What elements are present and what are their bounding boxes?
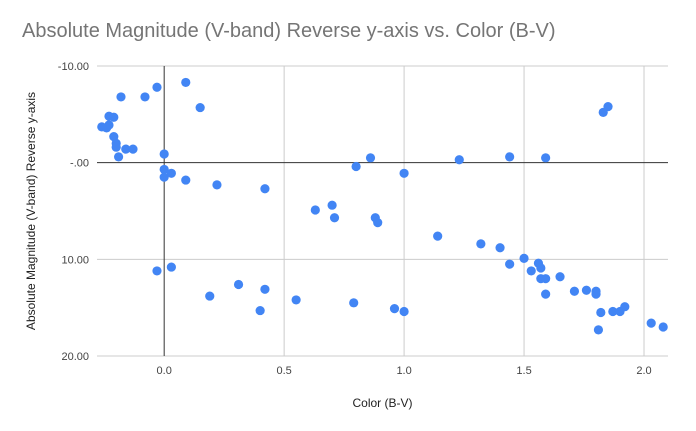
data-point [181,175,191,185]
x-tick-label: 0.5 [276,365,291,377]
data-point [113,152,124,162]
data-point [291,295,301,305]
y-tick-label: 10.00 [61,254,89,266]
data-point [310,205,320,215]
chart-title: Absolute Magnitude (V-band) Reverse y-ax… [22,20,556,42]
data-point [646,318,656,328]
data-point [591,289,601,299]
data-point [195,102,205,113]
data-point [596,307,606,318]
data-point [399,306,409,317]
x-tick-label: 0.0 [157,365,172,377]
data-point [349,298,359,308]
data-point [476,239,486,249]
data-point [116,92,126,102]
data-point [526,266,536,276]
data-point [111,142,121,152]
x-tick-label: 1.0 [396,365,411,377]
y-tick-label: 20.00 [61,351,89,363]
data-point [233,279,244,290]
y-axis-title: Absolute Magnitude (V-band) Reverse y-ax… [24,92,38,330]
data-point [433,231,443,241]
data-point [181,77,191,88]
y-tick-label: -10.00 [58,61,89,73]
data-point [212,180,222,190]
data-point [505,152,515,162]
x-tick-label: 1.5 [516,365,531,377]
data-point [159,149,169,159]
data-point [505,259,515,269]
y-tick-label: -.00 [70,158,89,170]
data-point [495,243,505,253]
data-point [389,304,400,314]
data-point [140,92,150,102]
data-point [121,144,131,154]
data-point [159,164,169,175]
data-point [603,102,613,112]
data-point [658,322,668,332]
data-point [608,306,618,317]
data-point [365,153,376,163]
data-point [541,153,551,163]
data-point [569,286,580,296]
x-axis-title: Color (B-V) [352,396,412,410]
data-point [159,172,169,182]
data-point [152,266,162,276]
points-layer [97,77,668,335]
data-point [541,289,551,299]
data-point [555,272,565,282]
data-point [166,262,176,272]
axis-layer: -10.00 -.00 10.00 20.00 0.0 0.5 1.0 1.5 2.0 [58,61,668,377]
data-point [536,263,546,273]
data-point [541,274,551,284]
data-point [128,144,138,154]
data-point [351,161,361,172]
data-point [205,291,215,301]
data-point [166,168,176,178]
data-point [109,112,119,122]
grid-layer [97,65,668,357]
data-point [399,168,409,178]
data-point [593,325,604,335]
data-point [454,155,464,165]
data-point [581,285,592,295]
data-point [620,302,630,312]
data-point [260,284,270,294]
data-point [373,218,383,228]
data-point [260,184,270,194]
data-point [327,200,337,210]
data-point [255,305,265,316]
x-tick-label: 2.0 [636,365,651,377]
data-point [152,82,162,92]
data-point [329,213,340,223]
data-point [104,120,114,130]
data-point [519,253,529,263]
